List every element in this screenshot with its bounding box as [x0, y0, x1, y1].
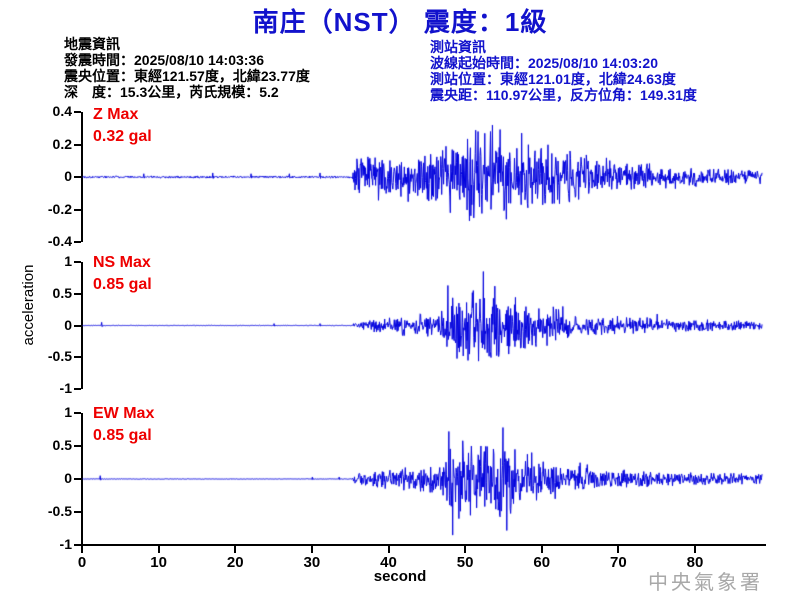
y-tick-label: 0.4 [52, 103, 72, 119]
y-tick-label: 0 [64, 316, 72, 333]
ew-trace-canvas [82, 408, 766, 548]
x-tick [387, 546, 390, 553]
ns-max-label: NS Max [93, 254, 151, 271]
x-tick-label: 0 [77, 554, 87, 571]
x-tick-label: 60 [533, 554, 551, 571]
station-location: 測站位置：東經121.01度，北緯24.63度 [430, 71, 676, 87]
x-tick-label: 20 [226, 554, 244, 571]
y-tick [74, 324, 81, 327]
x-tick-label: 40 [380, 554, 397, 571]
station-wave-start-time: 波線起始時間：2025/08/10 14:03:20 [430, 55, 658, 71]
x-tick [540, 546, 543, 553]
y-tick-label: -1 [59, 380, 72, 396]
y-tick-label: 0 [64, 168, 72, 184]
x-tick-label: 50 [456, 554, 474, 571]
y-tick-label: -0.4 [47, 233, 72, 249]
ns-trace-canvas [82, 256, 766, 396]
y-tick [74, 208, 81, 211]
earthquake-epicenter: 震央位置：東經121.57度，北緯23.77度 [64, 68, 310, 84]
y-tick-label: 1 [64, 253, 72, 269]
y-tick [74, 143, 81, 146]
x-tick [694, 546, 696, 553]
y-tick-label: 0 [64, 470, 72, 486]
y-tick [74, 176, 81, 178]
ns-max-value: 0.85 gal [93, 276, 152, 293]
y-tick-label: 0.5 [52, 437, 72, 453]
station-info-heading: 測站資訊 [430, 39, 486, 55]
y-tick-label: -0.2 [47, 200, 72, 217]
y-tick [74, 412, 81, 414]
y-tick [74, 111, 81, 113]
x-tick-label: 10 [150, 554, 167, 571]
x-tick-label: 30 [303, 554, 321, 571]
ew-max-value: 0.85 gal [93, 427, 152, 444]
ew-max-label: EW Max [93, 405, 155, 422]
earthquake-depth-magnitude: 深 度：15.3公里，芮氏規模：5.2 [64, 84, 279, 100]
z-max-value: 0.32 gal [93, 128, 152, 145]
y-tick [74, 511, 81, 513]
y-tick [74, 445, 81, 447]
earthquake-info-block: 地震資訊 發震時間：2025/08/10 14:03:36 震央位置：東經121… [64, 36, 310, 100]
earthquake-origin-time: 發震時間：2025/08/10 14:03:36 [64, 52, 264, 68]
y-tick [74, 388, 81, 390]
station-info-block: 測站資訊 波線起始時間：2025/08/10 14:03:20 測站位置：東經1… [430, 39, 697, 103]
y-tick-label: -0.5 [47, 503, 72, 519]
y-tick-label: -1 [59, 536, 72, 552]
z-max-label: Z Max [93, 106, 139, 123]
y-tick [74, 292, 81, 295]
agency-watermark: 中央氣象署 [648, 570, 763, 594]
x-tick [234, 546, 237, 553]
y-tick-label: -0.5 [47, 348, 72, 365]
y-tick [74, 241, 81, 243]
y-tick [74, 261, 81, 263]
x-tick-label: 70 [610, 554, 627, 571]
x-tick [81, 546, 83, 553]
y-tick [74, 544, 81, 546]
y-tick-label: 0.2 [52, 135, 72, 152]
station-distance-azimuth: 震央距：110.97公里，反方位角：149.31度 [430, 87, 697, 103]
x-tick [157, 546, 160, 553]
x-axis-line [81, 544, 766, 546]
y-tick-label: 0.5 [52, 284, 72, 301]
y-tick-label: 1 [64, 404, 72, 420]
x-tick-label: 80 [686, 554, 704, 571]
y-tick [74, 356, 81, 359]
x-tick [617, 546, 620, 553]
z-trace-canvas [82, 108, 766, 248]
earthquake-info-heading: 地震資訊 [64, 36, 120, 52]
x-axis-title: second [373, 568, 427, 585]
y-tick [74, 478, 81, 480]
page-title: 南庄（NST） 震度：1級 [252, 7, 548, 37]
x-tick [464, 546, 467, 553]
x-tick [310, 546, 313, 553]
